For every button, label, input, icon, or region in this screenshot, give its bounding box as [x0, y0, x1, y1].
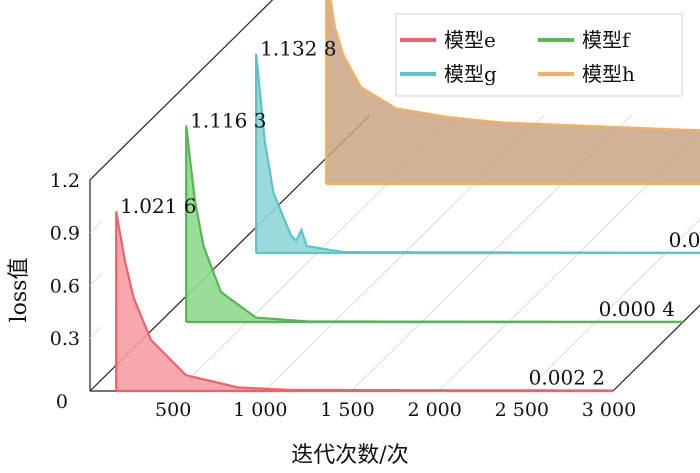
series-3: 1.132 8 0.000 1 [255, 37, 700, 255]
end-value-label: 0.000 4 [599, 297, 675, 321]
wall-grid-line [89, 220, 103, 233]
x-tick-label: 2 000 [407, 399, 461, 421]
end-value-label: 0.000 1 [669, 228, 700, 252]
y-tick-label: 1.2 [50, 170, 80, 192]
series-2: 1.116 3 0.000 4 [185, 109, 683, 324]
legend-box [395, 13, 683, 97]
y-axis-label: loss值 [7, 258, 32, 323]
x-tick-label: 2 500 [495, 399, 549, 421]
y-tick-label: 0 [56, 391, 68, 413]
legend: 模型e 模型f 模型g 模型h [395, 13, 683, 97]
start-value-label: 1.021 6 [120, 194, 196, 218]
wall-grid-line [89, 273, 103, 286]
legend-label: 模型e [444, 28, 496, 52]
top-depth-edge [89, 0, 274, 181]
series-layer: 1.209 90.279 01.132 8 0.000 1 1.116 3 0.000… [115, 0, 700, 393]
x-tick-label: 1 000 [233, 399, 287, 421]
axis-ticks: 0 0.3 0.6 0.9 1.2 500 1 000 1 500 2 000 2 500 3 00… [50, 170, 636, 421]
legend-label: 模型f [582, 28, 631, 52]
legend-label: 模型h [582, 62, 635, 86]
x-tick-label: 3 000 [582, 399, 636, 421]
x-tick-label: 500 [155, 399, 191, 421]
start-value-label: 1.132 8 [260, 37, 336, 61]
right-depth-edge [612, 304, 700, 392]
start-value-label: 1.116 3 [190, 109, 266, 133]
series-line [325, 0, 700, 185]
series-area [326, 0, 700, 184]
y-tick-label: 0.3 [50, 328, 80, 350]
y-tick-label: 0.9 [50, 223, 80, 245]
x-axis-label: 迭代次数/次 [291, 443, 408, 468]
y-tick-label: 0.6 [50, 275, 80, 297]
end-value-label: 0.002 2 [529, 366, 605, 390]
series-4: 1.209 90.279 0 [325, 0, 700, 186]
series-area [116, 211, 614, 391]
wall-grid-line [89, 325, 103, 339]
series-1: 1.021 6 0.002 2 [115, 194, 614, 393]
x-tick-label: 1 500 [320, 399, 374, 421]
legend-label: 模型g [444, 62, 497, 86]
